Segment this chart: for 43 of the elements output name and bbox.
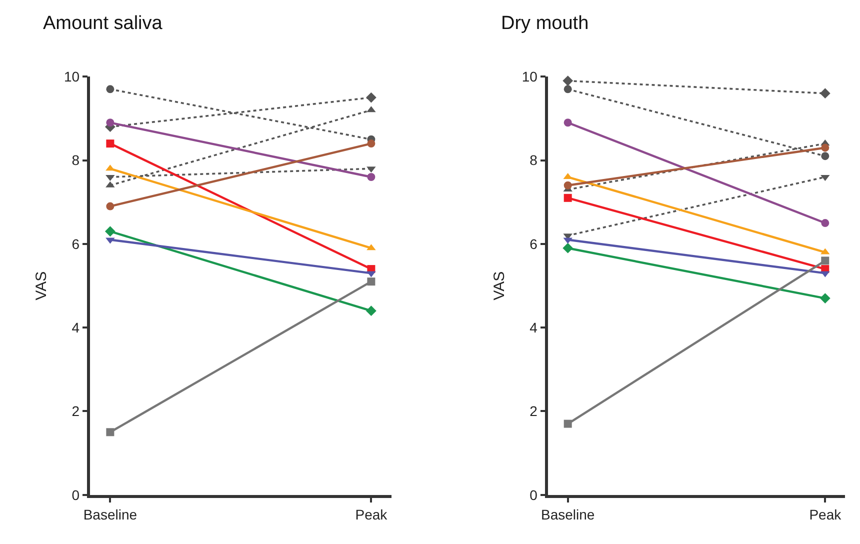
point: [562, 76, 574, 86]
point: [366, 92, 376, 103]
y-tick-label: 4: [530, 319, 538, 336]
y-tick-label: 4: [72, 319, 80, 336]
point: [562, 242, 574, 254]
y-tick-label: 6: [72, 236, 80, 252]
point: [104, 226, 116, 237]
point: [106, 85, 114, 94]
point: [821, 256, 830, 265]
point: [821, 152, 830, 160]
y-tick-label: 10: [64, 68, 80, 85]
point: [564, 85, 572, 94]
y-tick-label: 0: [72, 486, 80, 503]
x-tick-label: Peak: [355, 506, 388, 522]
point: [564, 420, 572, 428]
y-axis-title: VAS: [33, 271, 50, 300]
point: [106, 140, 114, 148]
y-tick-label: 2: [530, 403, 538, 420]
point: [106, 202, 114, 210]
point: [821, 144, 830, 152]
x-tick-label: Baseline: [541, 506, 595, 522]
point: [367, 173, 376, 182]
point: [367, 278, 376, 286]
point: [106, 428, 114, 436]
y-tick-label: 2: [72, 403, 80, 420]
chart-title: Dry mouth: [501, 13, 589, 34]
point: [821, 219, 830, 228]
point: [366, 306, 376, 316]
y-tick-label: 6: [530, 236, 538, 252]
chart-title: Amount saliva: [43, 13, 163, 34]
point: [820, 88, 830, 99]
y-tick-label: 0: [530, 486, 538, 503]
y-axis-title: VAS: [491, 271, 508, 300]
point: [564, 118, 572, 127]
y-tick-label: 10: [522, 68, 538, 85]
point: [564, 194, 572, 202]
point: [820, 293, 830, 304]
point: [367, 140, 376, 148]
x-tick-label: Peak: [809, 506, 842, 522]
point: [106, 118, 114, 127]
y-tick-label: 8: [72, 152, 80, 168]
x-tick-label: Baseline: [83, 506, 138, 522]
y-tick-label: 8: [530, 152, 538, 168]
